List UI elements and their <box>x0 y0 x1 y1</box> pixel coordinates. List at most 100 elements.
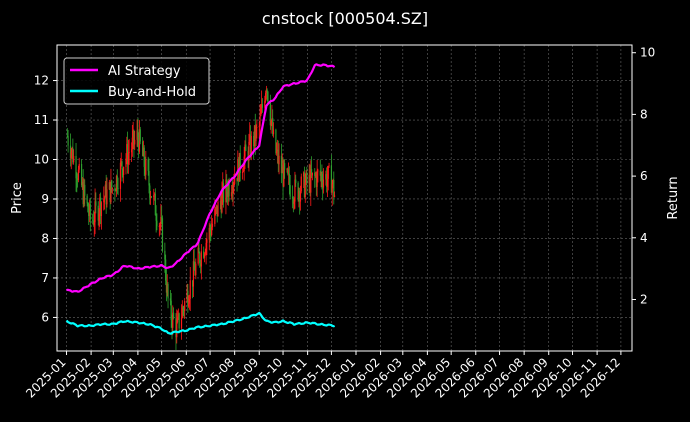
candle-body <box>170 300 172 321</box>
candle-body <box>276 151 278 154</box>
candle-body <box>178 313 180 329</box>
candle-body <box>122 169 124 175</box>
candle-body <box>214 209 216 224</box>
candle-body <box>247 150 249 161</box>
candle-body <box>294 179 296 202</box>
candle-body <box>242 171 244 172</box>
candle-body <box>220 201 222 213</box>
candle-body <box>77 169 80 180</box>
candle-body <box>333 195 336 197</box>
candle-body <box>286 169 288 171</box>
candle-body <box>126 144 128 159</box>
candle-body <box>73 156 75 163</box>
candle-body <box>211 227 213 236</box>
candle-body <box>206 239 208 243</box>
candle-body <box>303 172 306 197</box>
candle-body <box>256 127 258 128</box>
candle-body <box>215 208 217 210</box>
candle-body <box>165 259 167 281</box>
candle-body <box>322 182 324 188</box>
candle-body <box>137 130 139 138</box>
candle-body <box>93 222 95 225</box>
y-axis-left-label: Price <box>10 182 25 214</box>
candle-body <box>176 316 179 323</box>
candle-body <box>300 176 302 192</box>
candle-body <box>159 225 161 227</box>
candle-body <box>283 163 285 187</box>
candle-body <box>183 309 185 311</box>
candle-body <box>87 203 89 212</box>
candle-body <box>288 173 290 186</box>
candle-body <box>108 182 110 190</box>
candle-body <box>120 161 122 163</box>
ai-strategy-line <box>66 63 336 293</box>
candle-body <box>97 205 99 221</box>
candle-body <box>216 205 218 217</box>
candle-body <box>194 270 196 276</box>
candle-body <box>70 151 72 159</box>
candle-body <box>100 202 103 216</box>
candle-body <box>228 183 230 197</box>
candle-body <box>133 130 135 145</box>
candle-body <box>80 163 83 186</box>
candle-body <box>322 179 325 188</box>
candle-body <box>128 152 130 154</box>
candle-body <box>321 174 323 183</box>
candle-body <box>111 180 113 189</box>
candle-body <box>89 204 91 220</box>
candle-body <box>182 307 184 310</box>
candle-body <box>149 185 151 198</box>
candle-body <box>119 162 122 189</box>
y-left-tick-label: 8 <box>41 231 49 245</box>
buy-and-hold-line <box>65 311 336 335</box>
y-left-tick-label: 9 <box>41 192 49 206</box>
candle-body <box>92 220 95 225</box>
price-candles <box>66 85 336 350</box>
candle-body <box>271 118 273 121</box>
candle-body <box>278 155 280 165</box>
candle-body <box>136 130 138 140</box>
candle-body <box>154 193 156 216</box>
candle-body <box>167 283 169 299</box>
candle-body <box>295 179 297 183</box>
candle-body <box>215 205 218 209</box>
candle-body <box>116 175 118 189</box>
candle-body <box>303 172 305 177</box>
candle-body <box>253 135 255 147</box>
candle-body <box>298 191 300 200</box>
candle-body <box>292 198 294 204</box>
candle-body <box>249 134 251 142</box>
candle-body <box>142 147 145 157</box>
y-left-tick-label: 11 <box>34 113 49 127</box>
candle-body <box>106 189 108 205</box>
candle-body <box>266 89 268 92</box>
candle-body <box>275 129 277 154</box>
candle-body <box>316 170 318 187</box>
candle-body <box>115 175 118 192</box>
candle-body <box>217 201 219 217</box>
candle-body <box>92 219 94 221</box>
candle-body <box>131 137 133 150</box>
candle-body <box>328 165 330 167</box>
candle-body <box>165 280 168 293</box>
candle-body <box>71 147 73 152</box>
candle-body <box>153 195 155 198</box>
candle-body <box>315 175 317 187</box>
candle-body <box>260 112 262 116</box>
candle-body <box>282 167 284 187</box>
candle-body <box>171 320 173 328</box>
candle-body <box>188 298 191 304</box>
candle-body <box>186 290 188 302</box>
candle-body <box>293 201 295 204</box>
candle-body <box>310 169 312 193</box>
candle-body <box>104 184 106 198</box>
candle-body <box>306 172 308 184</box>
candle-body <box>200 251 202 267</box>
candle-body <box>289 185 291 197</box>
candle-body <box>138 137 140 152</box>
y-right-tick-label: 10 <box>640 46 655 60</box>
candle-body <box>161 217 163 219</box>
candle-body <box>314 172 316 176</box>
candle-body <box>209 227 211 232</box>
candle-body <box>287 169 289 174</box>
